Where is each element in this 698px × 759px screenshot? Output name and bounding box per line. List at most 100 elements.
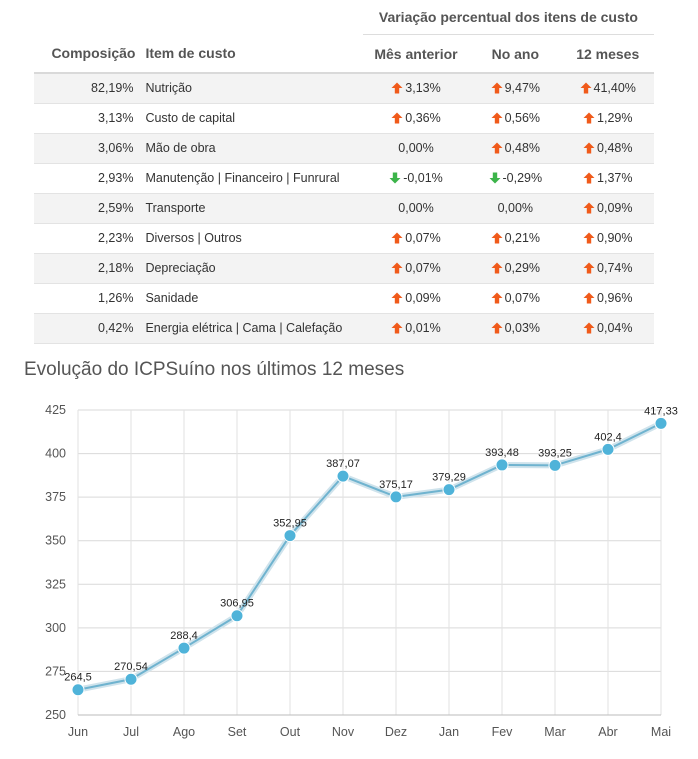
cell-twelve-months: 41,40% xyxy=(561,73,654,104)
data-point[interactable] xyxy=(283,529,297,543)
cell-composition: 2,18% xyxy=(34,253,144,284)
cell-twelve-months: 1,29% xyxy=(561,103,654,134)
cell-previous-month: 0,07% xyxy=(362,253,470,284)
col-header-item: Item de custo xyxy=(143,34,363,74)
data-point[interactable] xyxy=(548,458,562,472)
data-label: 402,4 xyxy=(594,431,622,443)
cell-year: -0,29% xyxy=(469,163,562,194)
arrow-up-icon xyxy=(491,82,503,94)
data-point[interactable] xyxy=(177,641,191,655)
table-row: 2,18% Depreciação 0,07% 0,29% 0,74% xyxy=(34,253,654,284)
cell-value: 0,00% xyxy=(398,141,434,155)
cell-previous-month: 0,01% xyxy=(362,313,470,344)
x-tick-label: Abr xyxy=(598,725,617,739)
cell-value: 0,90% xyxy=(597,231,633,245)
data-label: 306,95 xyxy=(220,598,254,610)
arrow-up-icon xyxy=(491,322,503,334)
cell-value: 9,47% xyxy=(504,81,541,96)
cell-item: Custo de capital xyxy=(143,103,363,134)
cell-value: 0,21% xyxy=(504,231,541,245)
data-label: 270,54 xyxy=(114,661,148,673)
arrow-up-icon xyxy=(583,142,595,154)
data-label: 387,07 xyxy=(326,458,360,470)
arrow-up-icon xyxy=(491,232,503,244)
cell-composition: 2,23% xyxy=(34,223,144,254)
arrow-up-icon xyxy=(583,172,595,184)
data-label: 375,17 xyxy=(379,479,413,491)
data-point[interactable] xyxy=(230,609,244,623)
series-line-shadow xyxy=(77,420,663,693)
cell-value: 0,07% xyxy=(405,231,441,245)
data-point[interactable] xyxy=(389,490,403,504)
data-point[interactable] xyxy=(124,672,138,686)
y-axis: 250 275 300 325 350 375 400 425 xyxy=(45,403,66,722)
cell-item: Sanidade xyxy=(143,283,363,314)
y-tick-label: 400 xyxy=(45,447,66,461)
cell-composition: 3,06% xyxy=(34,133,144,164)
col-header-previous-month: Mês anterior xyxy=(362,34,470,74)
cell-previous-month: 0,09% xyxy=(362,283,470,314)
cell-item: Nutrição xyxy=(143,73,363,104)
x-axis: Jun Jul Ago Set Out Nov Dez Jan Fev Mar Abr Mai xyxy=(68,714,671,739)
cell-item: Diversos | Outros xyxy=(143,223,363,254)
arrow-down-icon xyxy=(389,172,401,184)
arrow-up-icon xyxy=(583,292,595,304)
cell-twelve-months: 0,09% xyxy=(561,193,654,224)
arrow-up-icon xyxy=(583,262,595,274)
x-tick-label: Ago xyxy=(173,725,195,739)
table-row: 3,06% Mão de obra 0,00% 0,48% 0,48% xyxy=(34,133,654,164)
series-line xyxy=(77,422,662,691)
x-tick-label: Jan xyxy=(439,725,459,739)
y-tick-label: 425 xyxy=(45,403,66,417)
data-point[interactable] xyxy=(495,458,509,472)
cell-value: 0,36% xyxy=(405,111,441,125)
cell-previous-month: 0,07% xyxy=(362,223,470,254)
cell-value: 0,48% xyxy=(597,141,633,155)
arrow-up-icon xyxy=(391,232,403,244)
cell-item: Mão de obra xyxy=(143,133,363,164)
cell-value: -0,29% xyxy=(502,171,543,185)
cell-item: Energia elétrica | Cama | Calefação xyxy=(143,313,363,344)
cell-twelve-months: 0,90% xyxy=(561,223,654,254)
cell-value: 0,29% xyxy=(504,261,541,275)
arrow-up-icon xyxy=(583,112,595,124)
cell-year: 0,00% xyxy=(469,193,562,224)
x-tick-label: Jun xyxy=(68,725,88,739)
data-label: 352,95 xyxy=(273,518,307,530)
line-chart: 250 275 300 325 350 375 400 425 Jun Jul Ago Set Out… xyxy=(45,403,678,739)
cell-year: 9,47% xyxy=(469,73,562,104)
y-tick-label: 350 xyxy=(45,534,66,548)
cell-composition: 2,93% xyxy=(34,163,144,194)
table-row: 82,19% Nutrição 3,13% 9,47% 41,40% xyxy=(34,73,654,104)
cell-value: 0,04% xyxy=(597,321,633,335)
cell-item: Depreciação xyxy=(143,253,363,284)
cell-value: 3,13% xyxy=(405,81,441,96)
arrow-up-icon xyxy=(491,292,503,304)
cell-year: 0,48% xyxy=(469,133,562,164)
data-point[interactable] xyxy=(601,442,615,456)
cell-value: 0,56% xyxy=(504,111,541,125)
cell-value: 41,40% xyxy=(593,81,636,96)
arrow-up-icon xyxy=(491,112,503,124)
arrow-up-icon xyxy=(391,112,403,124)
x-tick-label: Fev xyxy=(492,725,514,739)
cost-items-table: Variação percentual dos itens de custo C… xyxy=(34,0,654,344)
cell-value: 1,29% xyxy=(597,111,633,125)
x-tick-label: Dez xyxy=(385,725,407,739)
cell-year: 0,56% xyxy=(469,103,562,134)
cell-value: 0,00% xyxy=(398,201,434,215)
table-row: 3,13% Custo de capital 0,36% 0,56% 1,29% xyxy=(34,103,654,134)
cell-previous-month: 0,00% xyxy=(362,133,470,164)
arrow-up-icon xyxy=(583,202,595,214)
arrow-up-icon xyxy=(583,322,595,334)
data-point[interactable] xyxy=(654,416,668,430)
x-tick-label: Nov xyxy=(332,725,355,739)
chart-series: 264,5 270,54 288,4 306,95 352,95 387,07 375,17… xyxy=(64,405,678,697)
cell-composition: 2,59% xyxy=(34,193,144,224)
cell-value: 0,07% xyxy=(405,261,441,275)
cell-item: Transporte xyxy=(143,193,363,224)
data-point[interactable] xyxy=(71,683,85,697)
cell-twelve-months: 0,96% xyxy=(561,283,654,314)
data-point[interactable] xyxy=(336,469,350,483)
data-point[interactable] xyxy=(442,483,456,497)
